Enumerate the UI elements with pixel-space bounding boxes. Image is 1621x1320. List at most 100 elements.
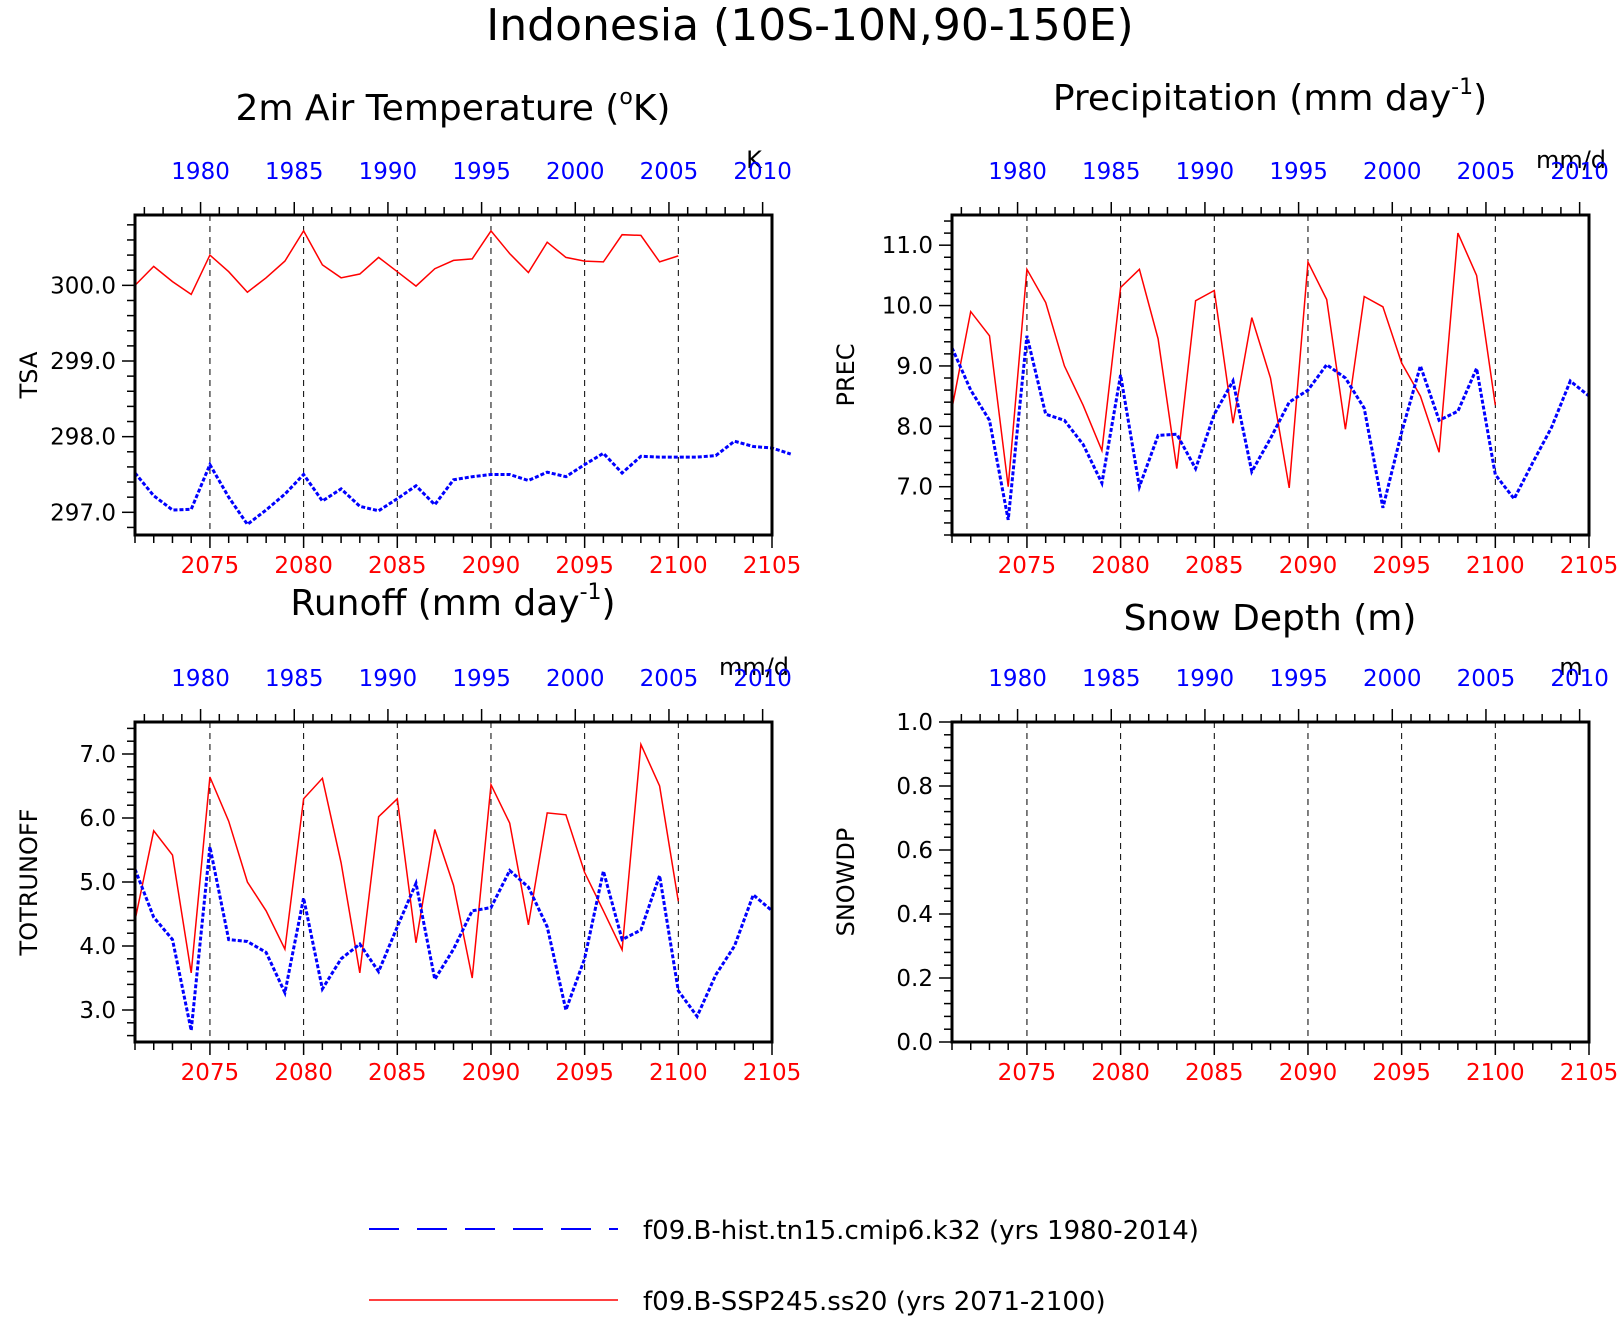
x-bottom-tick-label-2095: 2095 bbox=[1372, 553, 1431, 579]
panel-title-snow-depth: Snow Depth (m) bbox=[1124, 598, 1417, 639]
x-top-tick-label-1995: 1995 bbox=[452, 159, 511, 185]
y-tick-label-0: 0.0 bbox=[896, 1030, 933, 1056]
x-bottom-tick-label-2085: 2085 bbox=[1185, 1060, 1244, 1086]
x-top-tick-label-2005: 2005 bbox=[640, 159, 699, 185]
x-bottom-tick-label-2085: 2085 bbox=[368, 553, 427, 579]
plot-frame-precip bbox=[950, 213, 1591, 537]
legend-label-ssp245: f09.B-SSP245.ss20 (yrs 2071-2100) bbox=[643, 1287, 1106, 1317]
panel-title-main: Snow Depth (m) bbox=[1124, 598, 1417, 639]
panel-snow-depth: Snow Depth (m) m SNOWDP 2075 2080 2085 2090 209… bbox=[832, 598, 1618, 1086]
x-top-tick-label-1995: 1995 bbox=[452, 666, 511, 692]
x-bottom-tick-label-2090: 2090 bbox=[462, 1060, 521, 1086]
y-tick-label-0-8: 0.8 bbox=[896, 774, 933, 800]
x-top-tick-label-2000: 2000 bbox=[546, 666, 605, 692]
y-axis-label-precip: PREC bbox=[832, 343, 860, 406]
legend: f09.B-hist.tn15.cmip6.k32 (yrs 1980-2014… bbox=[369, 1216, 1199, 1317]
x-bottom-tick-label-2095: 2095 bbox=[555, 553, 614, 579]
panel-title-precip: Precipitation (mm day-1) bbox=[1053, 75, 1487, 119]
panel-title-runoff: Runoff (mm day-1) bbox=[290, 580, 615, 624]
x-bottom-tick-label-2095: 2095 bbox=[555, 1060, 614, 1086]
x-bottom-tick-label-2105: 2105 bbox=[743, 553, 802, 579]
y-tick-label-10: 10.0 bbox=[882, 294, 933, 320]
y-tick-label-0-6: 0.6 bbox=[896, 838, 933, 864]
panel-title-superscript: o bbox=[619, 85, 632, 110]
x-bottom-tick-label-2100: 2100 bbox=[1466, 1060, 1525, 1086]
x-top-tick-label-1985: 1985 bbox=[1082, 666, 1141, 692]
y-tick-label-7: 7.0 bbox=[896, 475, 933, 501]
x-top-tick-label-1980: 1980 bbox=[988, 666, 1047, 692]
x-bottom-tick-label-2075: 2075 bbox=[181, 553, 240, 579]
x-bottom-tick-label-2075: 2075 bbox=[998, 553, 1057, 579]
x-bottom-tick-label-2090: 2090 bbox=[462, 553, 521, 579]
panel-title-superscript: -1 bbox=[1451, 75, 1473, 100]
x-top-tick-label-2010: 2010 bbox=[1550, 666, 1609, 692]
panel-title-tail: ) bbox=[602, 583, 616, 624]
x-top-tick-label-2000: 2000 bbox=[546, 159, 605, 185]
panel-title-main: Precipitation (mm day bbox=[1053, 78, 1451, 119]
x-top-tick-label-2000: 2000 bbox=[1363, 159, 1422, 185]
y-tick-label-299: 299.0 bbox=[50, 349, 116, 375]
y-tick-label-6: 6.0 bbox=[79, 806, 116, 832]
x-bottom-tick-label-2100: 2100 bbox=[1466, 553, 1525, 579]
panel-title-superscript: -1 bbox=[580, 580, 602, 605]
series-line-ssp245-precip bbox=[951, 232, 1497, 489]
x-top-tick-label-1985: 1985 bbox=[265, 159, 324, 185]
x-bottom-tick-label-2080: 2080 bbox=[1091, 1060, 1150, 1086]
series-line-ssp245-runoff bbox=[134, 741, 680, 979]
x-top-tick-label-2005: 2005 bbox=[1457, 159, 1516, 185]
x-bottom-tick-label-2075: 2075 bbox=[998, 1060, 1057, 1086]
panel-runoff: Runoff (mm day-1) mm/d TOTRUNOFF 2075 2080 20… bbox=[15, 580, 801, 1086]
plot-frame-air-temp bbox=[133, 213, 774, 537]
panel-title-tail: ) bbox=[1473, 78, 1487, 119]
x-top-tick-label-1980: 1980 bbox=[171, 666, 230, 692]
x-bottom-tick-label-2105: 2105 bbox=[743, 1060, 802, 1086]
y-tick-label-300: 300.0 bbox=[50, 273, 116, 299]
y-tick-label-7: 7.0 bbox=[79, 742, 116, 768]
x-top-tick-label-1980: 1980 bbox=[988, 159, 1047, 185]
x-bottom-tick-label-2105: 2105 bbox=[1560, 553, 1619, 579]
series-line-hist-runoff bbox=[133, 846, 773, 1031]
panel-title-main: Runoff (mm day bbox=[290, 583, 579, 624]
x-top-tick-label-2005: 2005 bbox=[1457, 666, 1516, 692]
y-tick-label-3: 3.0 bbox=[79, 998, 116, 1024]
y-tick-label-0-4: 0.4 bbox=[896, 902, 933, 928]
x-bottom-tick-label-2075: 2075 bbox=[181, 1060, 240, 1086]
y-tick-label-0-2: 0.2 bbox=[896, 966, 933, 992]
panel-precip: Precipitation (mm day-1) mm/d PREC 2075 2080… bbox=[832, 75, 1618, 579]
x-top-tick-label-1995: 1995 bbox=[1269, 159, 1328, 185]
y-tick-label-11: 11.0 bbox=[882, 233, 933, 259]
y-tick-label-1: 1.0 bbox=[896, 710, 933, 736]
panel-title-main: 2m Air Temperature ( bbox=[236, 88, 620, 129]
y-axis-label-runoff: TOTRUNOFF bbox=[15, 809, 43, 957]
x-bottom-tick-label-2095: 2095 bbox=[1372, 1060, 1431, 1086]
x-top-tick-label-2000: 2000 bbox=[1363, 666, 1422, 692]
x-top-tick-label-1985: 1985 bbox=[1082, 159, 1141, 185]
y-axis-label-air-temp: TSA bbox=[15, 351, 43, 399]
y-tick-label-4: 4.0 bbox=[79, 934, 116, 960]
x-top-tick-label-1990: 1990 bbox=[1176, 666, 1235, 692]
series-line-ssp245-air-temp bbox=[134, 229, 679, 296]
x-top-tick-label-1980: 1980 bbox=[171, 159, 230, 185]
x-top-tick-label-2005: 2005 bbox=[640, 666, 699, 692]
x-bottom-tick-label-2090: 2090 bbox=[1279, 1060, 1338, 1086]
x-bottom-tick-label-2100: 2100 bbox=[649, 1060, 708, 1086]
x-bottom-tick-label-2080: 2080 bbox=[274, 553, 333, 579]
x-top-tick-label-1990: 1990 bbox=[1176, 159, 1235, 185]
panel-title-tail: K) bbox=[633, 88, 671, 129]
series-line-hist-precip bbox=[950, 335, 1590, 521]
x-bottom-tick-label-2080: 2080 bbox=[274, 1060, 333, 1086]
y-tick-label-5: 5.0 bbox=[79, 870, 116, 896]
plot-frame-runoff bbox=[133, 720, 774, 1044]
y-tick-label-9: 9.0 bbox=[896, 354, 933, 380]
y-tick-label-297: 297.0 bbox=[50, 500, 116, 526]
figure-title: Indonesia (10S-10N,90-150E) bbox=[486, 0, 1133, 51]
panels: 2m Air Temperature (oK) K TSA 2075 2080 2085 2… bbox=[15, 75, 1618, 1086]
x-bottom-tick-label-2085: 2085 bbox=[368, 1060, 427, 1086]
x-bottom-tick-label-2100: 2100 bbox=[649, 553, 708, 579]
legend-label-hist: f09.B-hist.tn15.cmip6.k32 (yrs 1980-2014… bbox=[643, 1216, 1199, 1246]
x-top-tick-label-2010: 2010 bbox=[733, 666, 792, 692]
series-line-hist-air-temp bbox=[133, 439, 792, 527]
units-label-snow-depth: m bbox=[1559, 653, 1582, 681]
x-top-tick-label-1990: 1990 bbox=[359, 159, 418, 185]
